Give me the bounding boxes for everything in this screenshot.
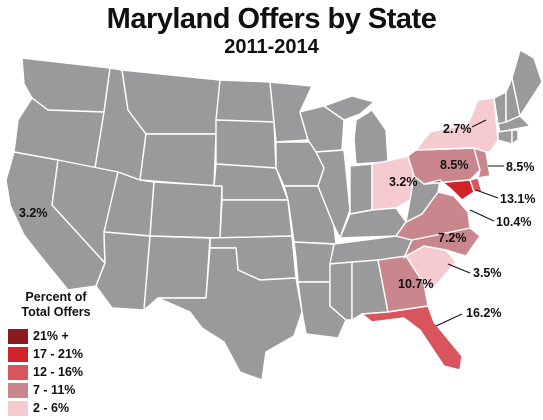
legend-label: 7 - 11% (33, 383, 76, 397)
legend-label: 2 - 6% (33, 401, 70, 415)
label-new-york: 2.7% (443, 122, 472, 136)
state-maine (511, 49, 543, 117)
state-michigan-upper (323, 95, 375, 121)
state-indiana (349, 163, 373, 215)
state-illinois (315, 149, 351, 239)
state-texas (157, 247, 303, 381)
legend-item: 7 - 11% (8, 381, 83, 399)
legend-item: 17 - 21% (8, 345, 83, 363)
legend-swatch (8, 400, 28, 416)
label-california: 3.2% (19, 206, 48, 220)
leader-maryland (475, 189, 499, 199)
state-wyoming (139, 133, 217, 187)
state-south-dakota (215, 119, 277, 169)
state-michigan (353, 109, 389, 165)
legend-label: 17 - 21% (33, 347, 84, 361)
label-virginia: 10.4% (496, 215, 531, 229)
label-florida: 16.2% (466, 306, 501, 320)
legend-label: 21% + (33, 329, 69, 343)
label-north-carolina: 7.2% (438, 231, 467, 245)
state-florida (361, 305, 463, 371)
map-title: Maryland Offers by State (106, 3, 437, 35)
label-south-carolina: 3.5% (473, 266, 502, 280)
label-ohio: 3.2% (389, 175, 418, 189)
state-north-dakota (215, 79, 275, 123)
legend-swatch (8, 328, 28, 344)
legend-swatch (8, 346, 28, 362)
legend-label: 12 - 16% (33, 365, 84, 379)
state-kansas (219, 199, 293, 239)
legend-swatch (8, 364, 28, 380)
state-rhode-island (511, 129, 519, 145)
state-colorado (149, 181, 223, 239)
label-pennsylvania: 8.5% (440, 158, 469, 172)
legend-swatch (8, 382, 28, 398)
state-mississippi (329, 261, 353, 321)
state-georgia (377, 255, 429, 313)
map-subtitle: 2011-2014 (224, 36, 319, 58)
legend-title-line2: Total Offers (21, 305, 91, 319)
state-connecticut (497, 129, 513, 145)
leader-south-carolina (447, 263, 471, 274)
leader-virginia (469, 209, 495, 222)
state-massachusetts (497, 115, 531, 133)
legend-item: 2 - 6% (8, 399, 83, 417)
label-new-jersey: 8.5% (506, 160, 535, 174)
state-arkansas (293, 241, 335, 283)
label-georgia: 10.7% (398, 277, 433, 291)
leader-new-york (471, 119, 487, 128)
label-maryland: 13.1% (500, 192, 535, 206)
legend-item: 21% + (8, 327, 83, 345)
legend: 21% + 17 - 21% 12 - 16% 7 - 11% 2 - 6% (8, 327, 83, 417)
state-new-york (415, 97, 499, 153)
legend-title-line1: Percent of (25, 290, 87, 304)
leader-florida (435, 313, 463, 327)
legend-title: Percent of Total Offers (6, 290, 106, 320)
legend-item: 12 - 16% (8, 363, 83, 381)
